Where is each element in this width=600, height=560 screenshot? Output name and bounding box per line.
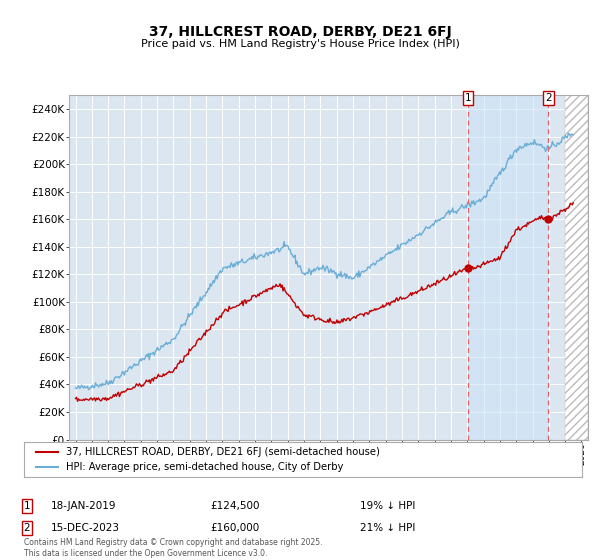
Bar: [565, 95, 588, 440]
Text: 18-JAN-2019: 18-JAN-2019: [51, 501, 116, 511]
Text: 19% ↓ HPI: 19% ↓ HPI: [360, 501, 415, 511]
Text: 15-DEC-2023: 15-DEC-2023: [51, 523, 120, 533]
Text: Contains HM Land Registry data © Crown copyright and database right 2025.
This d: Contains HM Land Registry data © Crown c…: [24, 538, 323, 558]
Text: 21% ↓ HPI: 21% ↓ HPI: [360, 523, 415, 533]
Bar: [69, 95, 565, 440]
Text: 1: 1: [23, 501, 31, 511]
Text: £160,000: £160,000: [210, 523, 259, 533]
Text: 2: 2: [23, 523, 31, 533]
Text: Price paid vs. HM Land Registry's House Price Index (HPI): Price paid vs. HM Land Registry's House …: [140, 39, 460, 49]
Bar: [565, 95, 588, 440]
Text: 2: 2: [545, 93, 551, 103]
Legend: 37, HILLCREST ROAD, DERBY, DE21 6FJ (semi-detached house), HPI: Average price, s: 37, HILLCREST ROAD, DERBY, DE21 6FJ (sem…: [32, 444, 383, 476]
Text: £124,500: £124,500: [210, 501, 260, 511]
Text: 1: 1: [465, 93, 472, 103]
Text: 37, HILLCREST ROAD, DERBY, DE21 6FJ: 37, HILLCREST ROAD, DERBY, DE21 6FJ: [149, 25, 451, 39]
Bar: [468, 95, 548, 440]
